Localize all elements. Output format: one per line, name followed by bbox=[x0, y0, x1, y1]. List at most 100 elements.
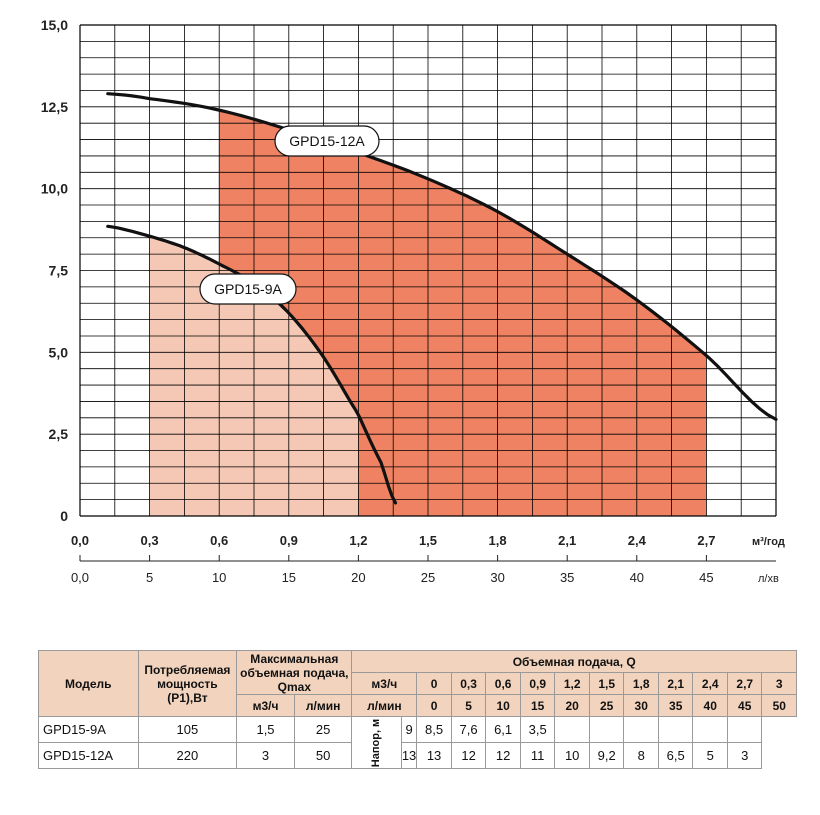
flow-m3h-value: 1,2 bbox=[554, 672, 590, 695]
series-label: GPD15-9A bbox=[214, 281, 282, 297]
x-tick-label: 1,8 bbox=[489, 533, 507, 548]
flow-m3h-value: 2,7 bbox=[726, 672, 763, 695]
head-value: 5 bbox=[692, 742, 728, 769]
flow-lmin-value: 0 bbox=[416, 694, 452, 717]
model-cell: GPD15-12A bbox=[38, 742, 139, 769]
series-line-0 bbox=[106, 92, 778, 421]
head-value: 3 bbox=[726, 742, 763, 769]
y-axis-ticks: 0 2,5 5,0 7,5 10,0 12,5 15,0 bbox=[41, 17, 68, 524]
flow-lmin-value: 35 bbox=[657, 694, 694, 717]
flow-m3h-value: 0,3 bbox=[450, 672, 487, 695]
x-axis-ticks: 0,0 0,3 0,6 0,9 1,2 1,5 1,8 2,1 2,4 2,7 bbox=[71, 533, 715, 548]
flow-m3h-value: 0,6 bbox=[485, 672, 521, 695]
qmax-lmin-cell: 50 bbox=[293, 742, 353, 769]
chart-grid bbox=[79, 24, 777, 517]
y-tick-label: 12,5 bbox=[41, 99, 68, 115]
head-value: 9,2 bbox=[588, 742, 625, 769]
flow-lmin-value: 15 bbox=[519, 694, 556, 717]
specs-table: Модель Потребляемая мощность (P1),Вт Мак… bbox=[38, 650, 797, 769]
qmax-unit-lmin: л/мин bbox=[293, 694, 353, 717]
x2-axis-unit-label: л/хв bbox=[758, 573, 779, 585]
qmax-m3h-cell: 3 bbox=[236, 742, 295, 769]
head-value: 10 bbox=[554, 742, 590, 769]
header-qmax: Максимальная объемная подача, Qmax bbox=[236, 650, 353, 695]
qmax-lmin-cell: 25 bbox=[293, 716, 353, 743]
flow-m3h-value: 2,1 bbox=[657, 672, 694, 695]
head-value: 13 bbox=[416, 742, 452, 769]
flow-lmin-value: 30 bbox=[623, 694, 659, 717]
flow-m3h-value: 0 bbox=[416, 672, 452, 695]
head-value: 3,5 bbox=[519, 716, 556, 743]
flow-lmin-value: 45 bbox=[726, 694, 763, 717]
x2-tick-label: 45 bbox=[699, 570, 713, 585]
head-value bbox=[692, 716, 728, 743]
x-tick-label: 2,1 bbox=[558, 533, 576, 548]
head-value: 8,5 bbox=[416, 716, 452, 743]
head-value: 7,6 bbox=[450, 716, 487, 743]
x2-tick-label: 0,0 bbox=[71, 570, 89, 585]
head-value bbox=[554, 716, 590, 743]
power-cell: 220 bbox=[137, 742, 238, 769]
qmax-m3h-cell: 1,5 bbox=[236, 716, 295, 743]
flow-m3h-value: 1,8 bbox=[623, 672, 659, 695]
x2-tick-label: 25 bbox=[421, 570, 435, 585]
x2-tick-label: 10 bbox=[212, 570, 226, 585]
series-label: GPD15-12A bbox=[289, 133, 365, 149]
head-value: 11 bbox=[519, 742, 556, 769]
x-tick-label: 0,0 bbox=[71, 533, 89, 548]
head-value bbox=[623, 716, 659, 743]
header-flow: Объемная подача, Q bbox=[351, 650, 797, 673]
head-value: 13 bbox=[400, 742, 418, 769]
head-value: 8 bbox=[623, 742, 659, 769]
x-tick-label: 1,5 bbox=[419, 533, 437, 548]
header-model: Модель bbox=[38, 650, 139, 717]
flow-m3h-value: 3 bbox=[761, 672, 797, 695]
x2-tick-label: 20 bbox=[351, 570, 365, 585]
x-tick-label: 0,9 bbox=[280, 533, 298, 548]
flow-lmin-value: 50 bbox=[761, 694, 797, 717]
x2-tick-label: 30 bbox=[490, 570, 504, 585]
head-value: 6,5 bbox=[657, 742, 694, 769]
head-value bbox=[657, 716, 694, 743]
flow-lmin-value: 40 bbox=[692, 694, 728, 717]
flow-unit-lmin: л/мин bbox=[351, 694, 418, 717]
power-cell: 105 bbox=[137, 716, 238, 743]
x2-tick-label: 35 bbox=[560, 570, 574, 585]
x2-tick-label: 5 bbox=[146, 570, 153, 585]
flow-unit-m3h: м3/ч bbox=[351, 672, 418, 695]
x2-tick-label: 15 bbox=[282, 570, 296, 585]
x-tick-label: 0,6 bbox=[210, 533, 228, 548]
x-axis-unit-label: м³/год bbox=[752, 536, 785, 548]
y-tick-label: 2,5 bbox=[49, 426, 69, 442]
head-value: 12 bbox=[450, 742, 487, 769]
x-tick-label: 2,7 bbox=[697, 533, 715, 548]
model-cell: GPD15-9A bbox=[38, 716, 139, 743]
series-labels: GPD15-12A GPD15-9A bbox=[199, 125, 380, 305]
x2-axis-ticks: 0,0 5 10 15 20 25 30 35 40 45 bbox=[71, 555, 776, 585]
head-label: Напор, м bbox=[351, 716, 402, 769]
series-label-box bbox=[199, 273, 297, 305]
head-label-text: Напор, м bbox=[370, 718, 383, 767]
flow-m3h-value: 0,9 bbox=[519, 672, 556, 695]
flow-lmin-value: 25 bbox=[588, 694, 625, 717]
qmax-unit-m3h: м3/ч bbox=[236, 694, 295, 717]
flow-lmin-value: 10 bbox=[485, 694, 521, 717]
y-tick-label: 0 bbox=[60, 508, 68, 524]
head-value: 9 bbox=[400, 716, 418, 743]
y-tick-label: 5,0 bbox=[49, 344, 69, 360]
y-tick-label: 10,0 bbox=[41, 181, 68, 197]
flow-m3h-value: 1,5 bbox=[588, 672, 625, 695]
x-tick-label: 1,2 bbox=[349, 533, 367, 548]
header-power: Потребляемая мощность (P1),Вт bbox=[137, 650, 238, 717]
flow-lmin-value: 20 bbox=[554, 694, 590, 717]
flow-m3h-value: 2,4 bbox=[692, 672, 728, 695]
y-tick-label: 7,5 bbox=[49, 263, 69, 279]
x2-tick-label: 40 bbox=[630, 570, 644, 585]
series-label-box bbox=[274, 125, 380, 157]
head-value bbox=[588, 716, 625, 743]
head-value bbox=[726, 716, 763, 743]
flow-lmin-value: 5 bbox=[450, 694, 487, 717]
performance-chart: 0 2,5 5,0 7,5 10,0 12,5 15,0 0,0 0,3 0,6 0,9 1,2 1,… bbox=[41, 17, 785, 585]
head-value: 12 bbox=[485, 742, 521, 769]
x-tick-label: 0,3 bbox=[141, 533, 159, 548]
